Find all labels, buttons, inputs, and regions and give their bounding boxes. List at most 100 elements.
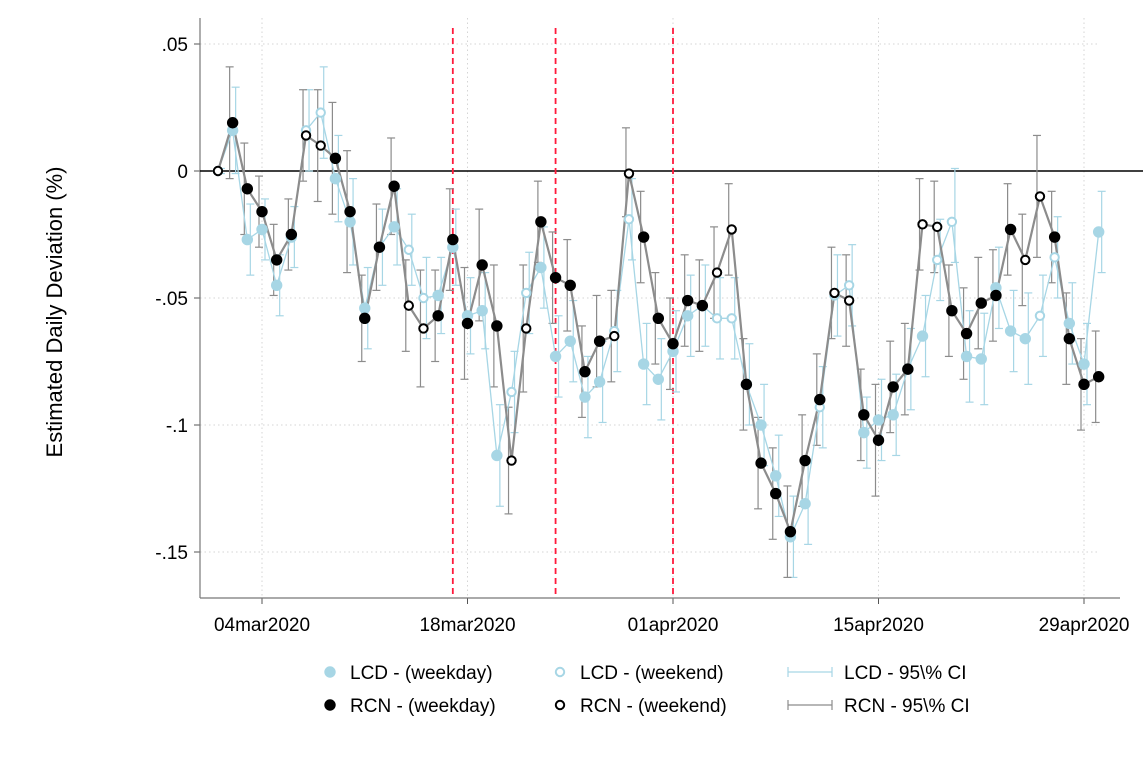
legend: LCD - (weekday) LCD - (weekend) LCD - 95\%… (324, 663, 970, 717)
rcn-weekday-point (564, 279, 576, 291)
grid-lines (200, 18, 1100, 598)
rcn-weekday-point (975, 297, 987, 309)
rcn-weekend-point (609, 330, 620, 342)
lcd-weekday-point (755, 419, 767, 431)
lcd-weekday-point (887, 409, 899, 421)
rcn-weekday-point (960, 327, 973, 340)
data-points (212, 107, 1105, 543)
rcn-weekday-point (1092, 371, 1105, 383)
lcd-weekday-point (637, 358, 650, 370)
rcn-weekday-point (359, 312, 371, 325)
legend-item: LCD - (weekend) (554, 663, 724, 684)
legend-label: LCD - 95\% CI (844, 663, 966, 684)
lcd-weekday-point (549, 350, 562, 363)
legend-label: RCN - (weekend) (580, 696, 727, 717)
rcn-weekday-point (872, 434, 885, 446)
lcd-weekday-point (535, 261, 547, 274)
rcn-weekday-point (990, 289, 1002, 302)
lcd-weekend-point (1034, 310, 1046, 321)
axis-labels: Estimated Daily Deviation (%) .05 0 -.05 -.… (42, 35, 1129, 636)
rcn-weekday-point (285, 228, 298, 241)
rcn-weekday-point (432, 310, 444, 322)
rcn-weekday-point (740, 378, 753, 391)
rcn-weekday-point (579, 365, 591, 378)
rcn-weekend-point (212, 165, 224, 177)
y-axis-title: Estimated Daily Deviation (%) (42, 167, 67, 458)
rcn-weekday-point (388, 180, 400, 192)
lcd-weekday-point (1019, 332, 1031, 345)
lcd-weekday-point (432, 289, 444, 302)
rcn-weekday-point (799, 454, 811, 467)
legend-label: LCD - (weekend) (580, 663, 724, 684)
lcd-weekday-point (916, 330, 929, 342)
y-tick-label: -.15 (155, 543, 188, 564)
rcn-weekend-point (932, 221, 943, 233)
series-lines (216, 111, 1100, 539)
rcn-weekday-point (549, 271, 562, 284)
x-tick-label: 04mar2020 (214, 615, 310, 636)
lcd-weekday-point (770, 470, 782, 482)
rcn-weekday-point (491, 320, 503, 332)
lcd-weekend-point (623, 214, 635, 225)
rcn-weekday-point (256, 205, 268, 218)
rcn-weekend-point (1034, 191, 1046, 202)
rcn-weekday-point (770, 487, 782, 500)
rcn-weekday-point (946, 305, 958, 317)
rcn-weekday-point (1048, 231, 1061, 243)
rcn-weekday-point (476, 259, 488, 271)
lcd-weekend-point (418, 292, 429, 304)
lcd-weekday-point (960, 350, 973, 363)
rcn-weekend-point (418, 323, 429, 334)
x-tick-label: 18mar2020 (419, 615, 515, 636)
rcn-weekday-point (447, 233, 459, 246)
lcd-weekday-point (359, 302, 371, 314)
legend-label: LCD - (weekday) (350, 663, 493, 684)
lcd-series-line (217, 111, 1100, 539)
lcd-weekend-point (932, 254, 943, 266)
rcn-weekday-point (373, 241, 386, 253)
rcn-weekday-point (681, 294, 694, 307)
lcd-weekday-point (858, 426, 870, 439)
y-tick-label: .05 (162, 35, 188, 56)
rcn-weekday-point (652, 312, 665, 325)
lcd-weekend-point (315, 107, 326, 118)
lcd-weekday-point (241, 233, 254, 246)
legend-item: LCD - 95\% CI (787, 663, 966, 684)
legend-label: RCN - 95\% CI (844, 696, 970, 717)
lcd-weekday-point (344, 216, 356, 228)
rcn-weekday-point (755, 457, 767, 469)
legend-label: RCN - (weekday) (350, 696, 496, 717)
lcd-weekday-point (476, 305, 488, 317)
lcd-weekday-point (593, 376, 606, 388)
rcn-weekday-point (461, 317, 474, 330)
lcd-weekend-point (521, 287, 532, 299)
rcn-weekday-point (814, 393, 826, 406)
rcn-weekend-point (917, 219, 928, 230)
rcn-weekday-point (667, 338, 679, 350)
rcn-weekday-point (1063, 332, 1076, 345)
legend-marker-filled (324, 666, 336, 678)
lcd-weekday-point (652, 373, 665, 385)
legend-item: RCN - (weekday) (324, 696, 496, 717)
rcn-weekday-point (637, 231, 650, 243)
rcn-weekend-point (521, 323, 532, 334)
policy-date-lines (451, 28, 674, 598)
rcn-weekday-point (696, 299, 709, 312)
legend-item: RCN - 95\% CI (787, 696, 970, 717)
rcn-weekday-point (593, 335, 606, 347)
legend-marker-hollow (554, 699, 566, 711)
lcd-weekend-point (843, 280, 855, 291)
lcd-weekend-point (711, 313, 723, 324)
legend-item: RCN - (weekend) (554, 696, 727, 717)
rcn-weekday-point (241, 183, 254, 195)
rcn-weekend-point (300, 130, 312, 141)
lcd-weekday-point (975, 353, 987, 365)
lcd-weekday-point (579, 391, 591, 403)
rcn-weekend-point (829, 287, 840, 299)
lcd-weekday-point (1092, 226, 1105, 238)
rcn-series-line (216, 118, 1100, 536)
lcd-weekday-point (270, 279, 283, 291)
legend-marker-hollow (554, 666, 566, 678)
rcn-weekend-point (403, 300, 414, 311)
